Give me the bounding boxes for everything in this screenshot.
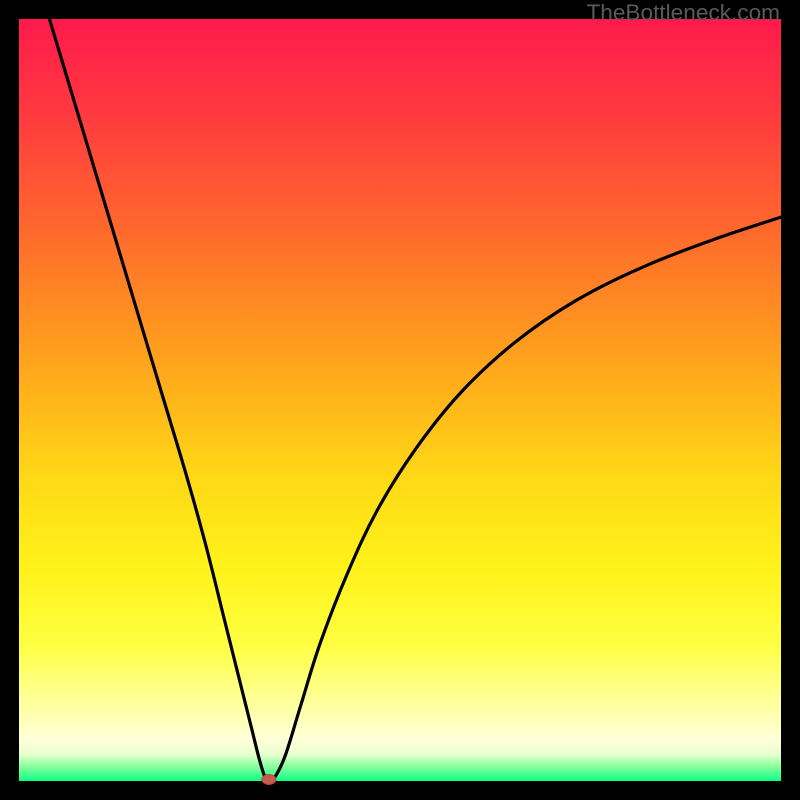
plot-background bbox=[19, 19, 781, 781]
watermark-text: TheBottleneck.com bbox=[586, 0, 780, 26]
bottleneck-chart: TheBottleneck.com bbox=[0, 0, 800, 800]
optimal-point-marker bbox=[262, 774, 276, 784]
chart-svg bbox=[0, 0, 800, 800]
